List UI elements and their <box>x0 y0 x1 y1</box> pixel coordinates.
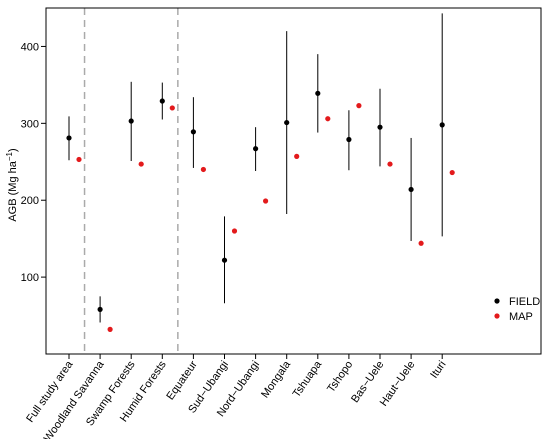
map-points <box>76 103 455 332</box>
field-point-3 <box>159 98 165 104</box>
legend-map-marker <box>494 313 500 319</box>
field-point-8 <box>315 90 321 96</box>
map-point-7 <box>294 153 300 159</box>
map-point-9 <box>356 103 362 109</box>
map-point-12 <box>449 169 455 176</box>
axes <box>45 7 542 355</box>
field-point-7 <box>284 119 290 126</box>
y-ticks: 100 200 300 400 <box>21 41 46 284</box>
field-point-6 <box>253 146 259 152</box>
map-point-6 <box>263 198 269 204</box>
field-points <box>66 90 445 313</box>
map-point-0 <box>76 156 82 163</box>
y-axis-title: AGB (Mg ha−1) <box>5 148 19 221</box>
field-point-1 <box>97 306 103 313</box>
map-point-1 <box>107 326 113 332</box>
field-point-2 <box>128 118 134 124</box>
field-point-5 <box>221 257 228 263</box>
legend: FIELD MAP <box>494 296 540 323</box>
map-point-4 <box>200 166 206 173</box>
legend-map-label: MAP <box>509 311 533 323</box>
field-point-0 <box>66 135 72 141</box>
y-axis-title-close: ) <box>7 148 19 152</box>
y-axis-title-sup: −1 <box>5 151 14 161</box>
y-tick-label-100: 100 <box>21 272 39 284</box>
map-point-3 <box>169 105 175 111</box>
x-tick-label-7: Mongala <box>259 358 294 400</box>
x-tick-label-9: Tshopo <box>325 359 355 395</box>
field-error-bars <box>68 13 443 323</box>
map-point-5 <box>231 228 238 234</box>
map-point-10 <box>387 161 393 167</box>
map-point-2 <box>138 161 144 167</box>
legend-field-label: FIELD <box>509 296 540 308</box>
y-axis-title-main: AGB (Mg ha <box>7 160 19 221</box>
y-tick-label-400: 400 <box>21 41 39 53</box>
x-tick-label-8: Tshuapa <box>291 358 325 400</box>
group-dividers <box>83 8 179 354</box>
x-tick-label-12: Ituri <box>428 359 448 381</box>
map-point-8 <box>325 116 331 122</box>
field-point-11 <box>408 186 414 193</box>
field-point-12 <box>439 122 445 128</box>
y-tick-label-300: 300 <box>21 118 39 130</box>
legend-field-marker <box>494 298 500 304</box>
field-point-4 <box>190 129 196 135</box>
field-point-10 <box>377 124 383 130</box>
map-point-11 <box>418 240 424 246</box>
plot-frame <box>45 7 542 355</box>
y-tick-label-200: 200 <box>21 195 39 207</box>
field-point-9 <box>346 136 352 143</box>
